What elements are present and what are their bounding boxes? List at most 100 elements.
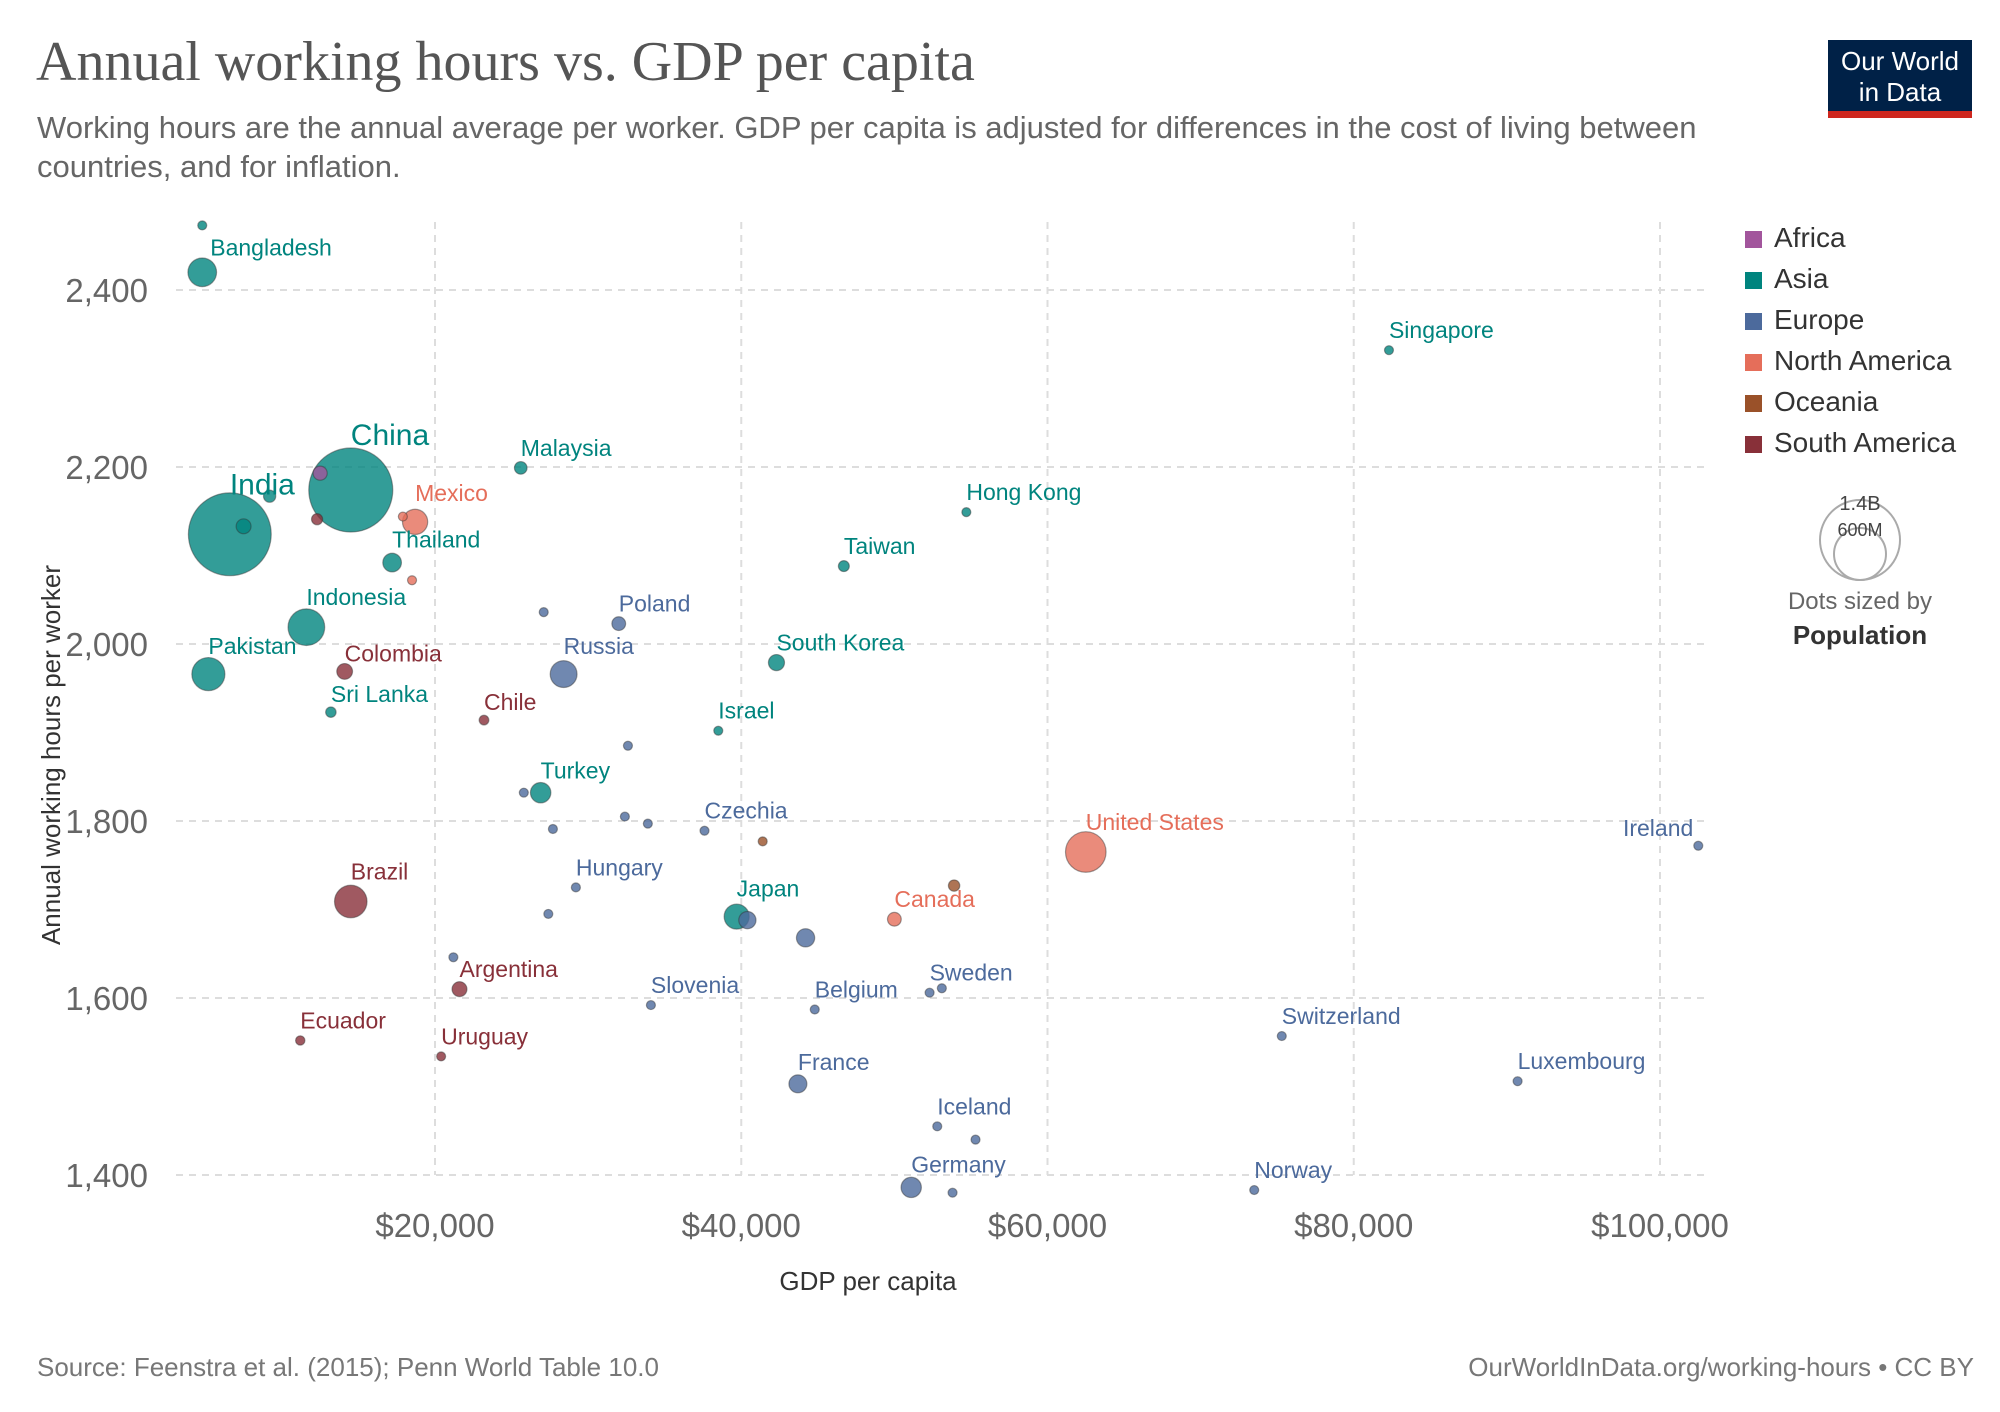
point-label-sweden: Sweden (930, 960, 1013, 986)
point[interactable] (936, 983, 947, 994)
point[interactable] (235, 518, 252, 535)
y-tick-label: 2,200 (65, 449, 148, 486)
point-belgium[interactable] (809, 1004, 820, 1015)
point-layer (187, 220, 1704, 1199)
point[interactable] (262, 489, 277, 503)
point-taiwan[interactable] (837, 560, 850, 573)
legend-swatch (1745, 272, 1762, 290)
size-legend-variable: Population (1792, 620, 1928, 650)
legend-swatch (1745, 436, 1762, 454)
point[interactable] (518, 787, 529, 798)
point-colombia[interactable] (336, 662, 354, 680)
point-brazil[interactable] (333, 884, 368, 919)
legend-swatch (1745, 354, 1762, 372)
source-url-link[interactable]: OurWorldInData.org/working-hours • CC BY (1468, 1352, 1974, 1382)
point-label-taiwan: Taiwan (844, 533, 916, 559)
point-label-iceland: Iceland (937, 1093, 1011, 1119)
point-chile[interactable] (478, 714, 490, 726)
point-malaysia[interactable] (513, 460, 528, 475)
legend-item-europe[interactable]: Europe (1745, 304, 1864, 336)
point-germany[interactable] (900, 1176, 922, 1199)
point-label-ireland: Ireland (1623, 815, 1693, 841)
legend-item-north-america[interactable]: North America (1745, 345, 1951, 377)
point[interactable] (448, 952, 459, 963)
grid-layer (176, 222, 1705, 1176)
point[interactable] (947, 1187, 958, 1198)
point-label-malaysia: Malaysia (521, 435, 612, 461)
point-switzerland[interactable] (1276, 1030, 1287, 1042)
point-norway[interactable] (1249, 1184, 1260, 1196)
point-united-states[interactable] (1064, 831, 1107, 873)
point-label-france: France (798, 1049, 870, 1075)
point[interactable] (197, 220, 208, 231)
point-label-hong-kong: Hong Kong (966, 479, 1081, 505)
point[interactable] (397, 511, 408, 522)
point-label-poland: Poland (619, 591, 691, 617)
point-label-sri-lanka: Sri Lanka (331, 681, 428, 707)
x-axis-title: GDP per capita (779, 1266, 957, 1296)
point-canada[interactable] (886, 911, 902, 927)
point-label-switzerland: Switzerland (1282, 1003, 1401, 1029)
legend-item-south-america[interactable]: South America (1745, 427, 1956, 459)
point[interactable] (310, 513, 324, 526)
point-label-norway: Norway (1254, 1157, 1332, 1183)
legend-label: North America (1774, 345, 1952, 376)
point[interactable] (547, 823, 559, 835)
point-label-ecuador: Ecuador (300, 1007, 386, 1033)
point[interactable] (757, 836, 768, 847)
point[interactable] (622, 740, 634, 751)
point-sweden[interactable] (924, 987, 935, 998)
point-hungary[interactable] (570, 882, 581, 893)
point-czechia[interactable] (699, 825, 710, 836)
point-label-united-states: United States (1086, 809, 1224, 835)
point-hong-kong[interactable] (961, 507, 972, 518)
point-mexico[interactable] (401, 508, 429, 536)
point-label-slovenia: Slovenia (651, 972, 739, 998)
point-pakistan[interactable] (191, 656, 226, 692)
point[interactable] (619, 811, 630, 822)
legend-label: South America (1774, 427, 1957, 458)
point-ireland[interactable] (1693, 840, 1704, 851)
point-thailand[interactable] (382, 552, 403, 573)
label-layer: China India United States Indonesia Pakistan… (208, 234, 1693, 1183)
point-slovenia[interactable] (645, 999, 657, 1011)
point-singapore[interactable] (1383, 345, 1395, 356)
point-china[interactable] (308, 447, 394, 533)
legend-item-asia[interactable]: Asia (1745, 263, 1828, 295)
point[interactable] (642, 818, 653, 829)
point-label-argentina: Argentina (460, 956, 559, 982)
point[interactable] (795, 928, 816, 948)
point-india[interactable] (187, 492, 272, 577)
y-tick-label: 1,800 (65, 803, 148, 840)
legend-item-oceania[interactable]: Oceania (1745, 386, 1878, 418)
point-luxembourg[interactable] (1512, 1076, 1523, 1087)
legend-item-africa[interactable]: Africa (1745, 222, 1846, 254)
point[interactable] (538, 607, 549, 618)
point[interactable] (406, 575, 418, 586)
point-label-israel: Israel (718, 698, 774, 724)
legend-swatch (1745, 313, 1762, 331)
point[interactable] (738, 910, 757, 930)
point-iceland[interactable] (932, 1121, 943, 1132)
point-sri-lanka[interactable] (325, 706, 337, 718)
point-france[interactable] (788, 1074, 808, 1094)
point-uruguay[interactable] (436, 1051, 447, 1062)
point-argentina[interactable] (451, 981, 468, 998)
point-indonesia[interactable] (287, 608, 326, 647)
point-israel[interactable] (713, 725, 724, 736)
point-ecuador[interactable] (294, 1035, 306, 1046)
owid-logo[interactable]: Our World in Data (1828, 40, 1972, 118)
point[interactable] (947, 879, 961, 892)
point[interactable] (543, 908, 554, 920)
point-russia[interactable] (549, 660, 578, 689)
y-tick-label: 1,600 (65, 980, 148, 1017)
point-turkey[interactable] (529, 781, 552, 804)
point-poland[interactable] (611, 616, 627, 632)
point-bangladesh[interactable] (187, 257, 218, 288)
point[interactable] (970, 1134, 981, 1145)
point-label-chile: Chile (484, 689, 536, 715)
point-label-hungary: Hungary (576, 854, 663, 880)
point[interactable] (312, 465, 328, 481)
point-south-korea[interactable] (767, 653, 786, 672)
